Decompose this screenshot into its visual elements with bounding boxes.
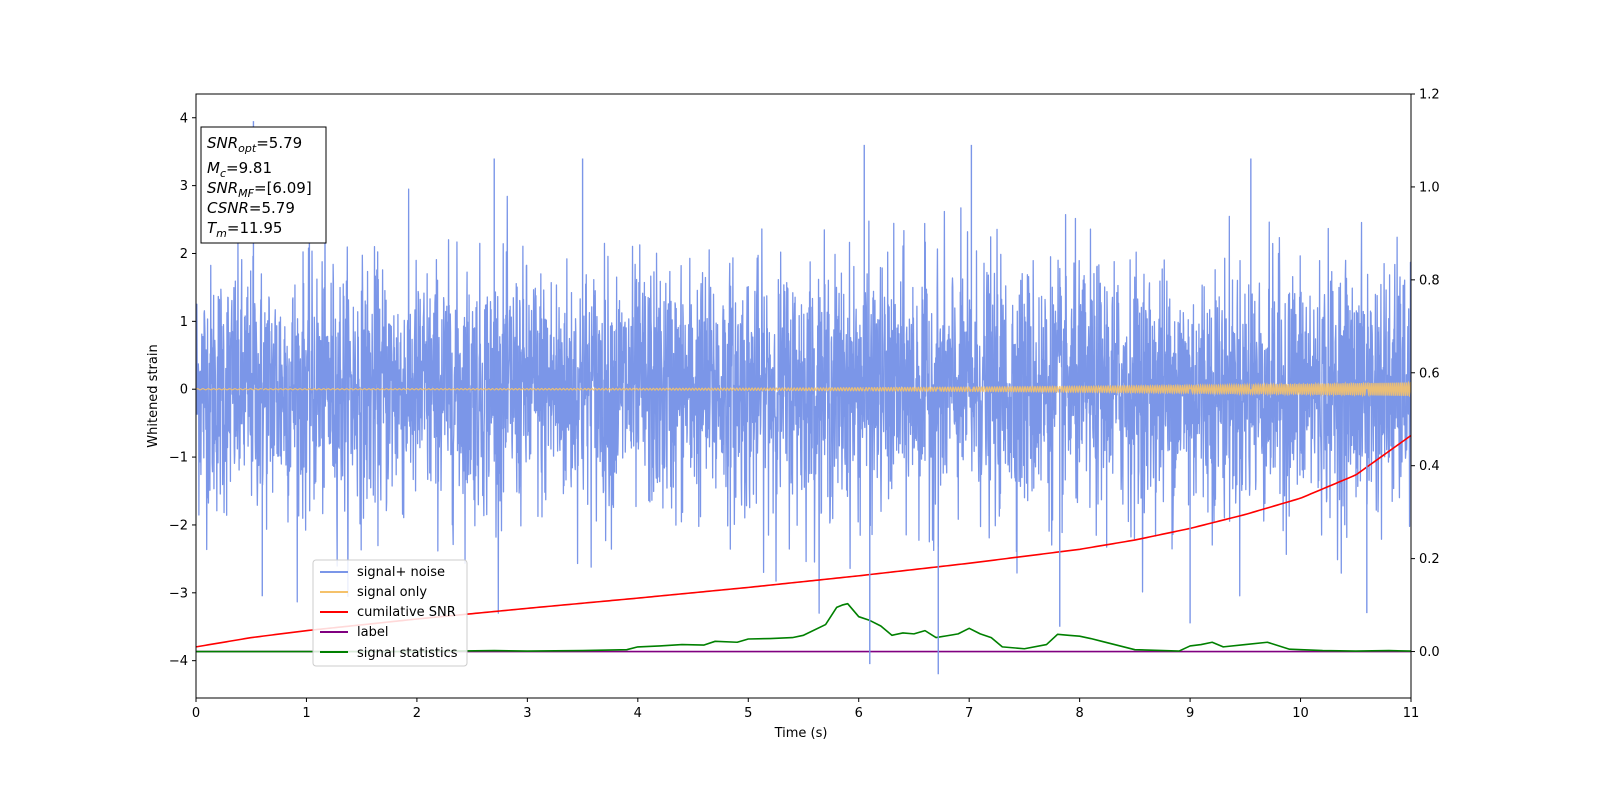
right-y-tick-label: 1.0 [1419,180,1440,195]
right-y-axis-ticks: 0.0 0.2 0.4 0.6 0.8 1.0 1.2 [1411,88,1440,660]
x-axis-label: Time (s) [774,726,828,741]
right-y-tick-label: 0.4 [1419,459,1440,474]
y-tick-label: 3 [180,179,188,194]
right-y-tick-label: 0.0 [1419,645,1440,660]
legend: signal+ noise signal only cumilative SNR… [312,559,468,667]
x-tick-label: 3 [523,706,531,721]
x-tick-label: 11 [1403,706,1420,721]
y-axis-label: Whitened strain [146,344,161,447]
y-tick-label: −2 [169,518,188,533]
legend-label-signal-only: signal only [357,585,427,600]
right-y-tick-label: 0.2 [1419,552,1440,567]
legend-label-signal-noise: signal+ noise [357,565,445,580]
right-y-tick-label: 0.8 [1419,273,1440,288]
y-tick-label: 0 [180,383,188,398]
right-y-tick-label: 0.6 [1419,366,1440,381]
annotation-tm: Tm=11.95 [207,219,282,240]
y-tick-label: −1 [169,451,188,466]
annotation-snr-mf: SNRMF=[6.09] [207,179,312,200]
y-tick-label: 4 [180,111,188,126]
annotation-snr-opt: SNRopt=5.79 [207,134,302,155]
right-y-tick-label: 1.2 [1419,88,1440,103]
y-axis-ticks: −4 −3 −2 −1 0 1 2 3 4 [169,111,196,669]
annotation-csnr: CSNR=5.79 [207,199,295,217]
legend-label-signal-statistics: signal statistics [357,646,458,661]
x-tick-label: 0 [192,706,200,721]
x-tick-label: 8 [1075,706,1083,721]
x-tick-label: 10 [1292,706,1309,721]
series-signal-only [196,380,1411,398]
series-signal-statistics [196,602,1411,653]
annotation-mc: Mc=9.81 [207,159,272,180]
plot-frame [195,93,1412,699]
x-axis-ticks: 0 1 2 3 4 5 6 7 8 9 10 11 [192,698,1419,721]
y-tick-label: 1 [180,315,188,330]
x-tick-label: 5 [744,706,752,721]
x-tick-label: 7 [965,706,973,721]
legend-label-cumulative-snr: cumilative SNR [357,605,456,620]
y-tick-label: −4 [169,654,188,669]
annotation-box: SNRopt=5.79 Mc=9.81 SNRMF=[6.09] CSNR=5.… [200,126,327,244]
x-tick-label: 4 [634,706,642,721]
x-tick-label: 6 [855,706,863,721]
x-tick-label: 1 [302,706,310,721]
y-tick-label: −3 [169,586,188,601]
y-tick-label: 2 [180,247,188,262]
x-tick-label: 2 [413,706,421,721]
legend-label-label: label [357,625,388,640]
x-tick-label: 9 [1186,706,1194,721]
